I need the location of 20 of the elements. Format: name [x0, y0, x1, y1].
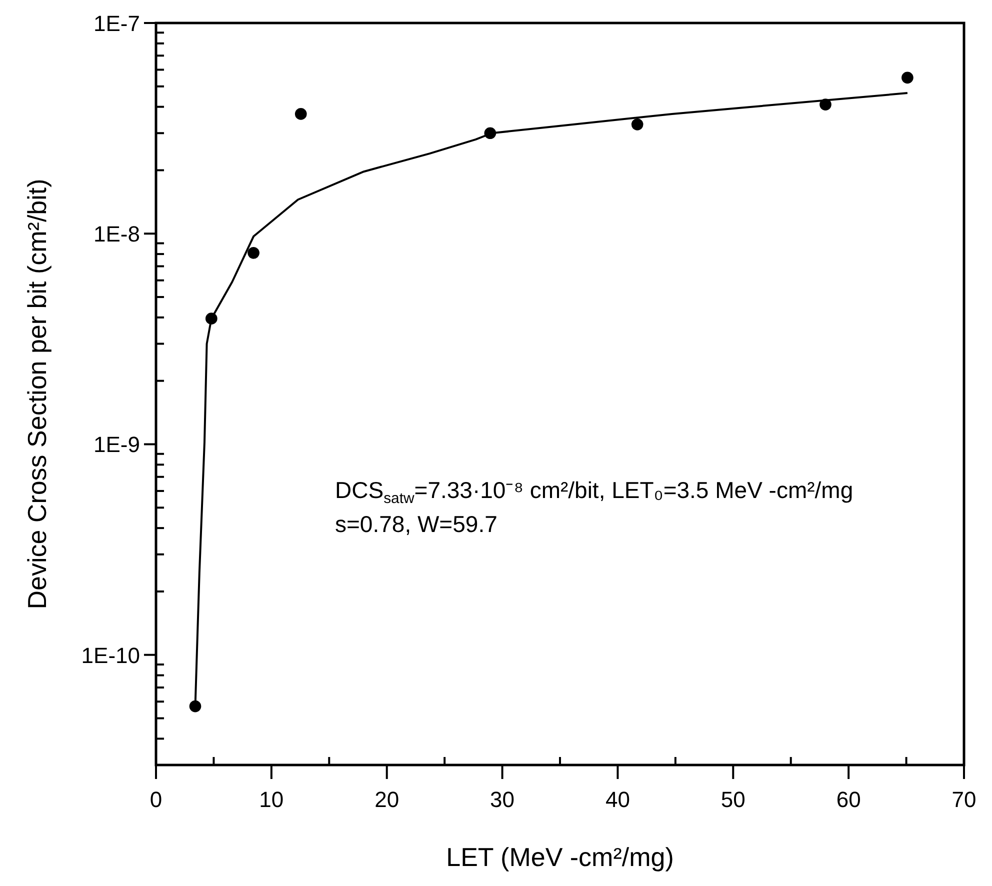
point: [902, 72, 914, 84]
x-tick-label: 20: [374, 787, 400, 812]
y-tick-label: 1E-8: [94, 222, 140, 247]
x-tick-label: 70: [952, 787, 976, 812]
point: [294, 108, 307, 120]
x-tick-label: 10: [259, 787, 284, 812]
annotation: DCS$_{satw}$=7.33·10⁻⁸ cm²/bit, LET₀=3.5 MeV -cm²/mg: [335, 477, 854, 508]
point: [248, 246, 260, 259]
y-tick-label: 1E-10: [81, 642, 140, 668]
y-tick-label: 1E-9: [94, 432, 140, 458]
x-tick-label: 40: [605, 787, 630, 812]
x-axis-title: LET (MeV -cm²/mg): [446, 842, 674, 872]
x-tick-label: 60: [836, 787, 861, 812]
y-tick-label: 1E-7: [94, 11, 140, 36]
x-tick-label: 30: [490, 787, 515, 812]
x-tick-label: 0: [150, 787, 162, 812]
point: [631, 118, 644, 130]
y-axis-title: Device Cross Section per bit (cm²/bit): [22, 178, 52, 610]
annotation: s=0.78, W=59.7: [335, 511, 498, 537]
x-tick-label: 50: [720, 787, 746, 812]
